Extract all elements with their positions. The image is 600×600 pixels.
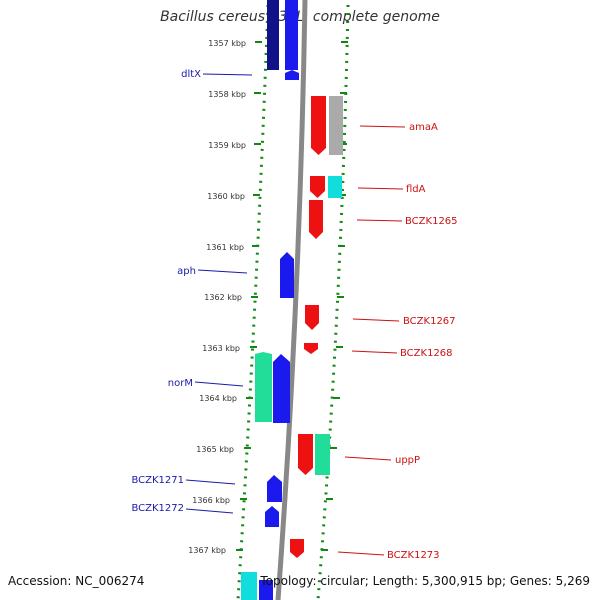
scale-label: 1363 kbp <box>202 344 240 353</box>
leader-line <box>197 269 248 274</box>
gene-feature-BCZK1265[interactable] <box>309 200 323 239</box>
gene-label-fldA[interactable]: fldA <box>406 184 426 195</box>
scale-label: 1358 kbp <box>208 90 246 99</box>
scale-labels: 1357 kbp 1358 kbp 1359 kbp 1360 kbp 1361… <box>188 39 246 555</box>
gene-feature-BCZK1267[interactable] <box>305 305 319 330</box>
gene-feature-norM-teal[interactable] <box>255 352 272 422</box>
gene-feature-dltX[interactable] <box>285 70 299 80</box>
leader-line <box>194 381 244 387</box>
gene-label-dltX[interactable]: dltX <box>181 69 201 80</box>
right-gene-labels: amaA fldA BCZK1265 BCZK1267 BCZK1268 upp… <box>387 122 458 561</box>
leader-line <box>356 219 403 222</box>
genome-backbone <box>275 0 308 600</box>
gene-label-BCZK1268[interactable]: BCZK1268 <box>400 348 453 359</box>
leader-line <box>359 125 406 128</box>
gene-label-BCZK1271[interactable]: BCZK1271 <box>131 475 184 486</box>
forward-genes <box>241 0 299 600</box>
right-scale-dots <box>316 4 350 600</box>
gene-feature-navy[interactable] <box>267 0 279 70</box>
scale-label: 1360 kbp <box>207 192 245 201</box>
leader-line <box>357 187 404 190</box>
scale-label: 1359 kbp <box>208 141 246 150</box>
scale-label: 1361 kbp <box>206 243 244 252</box>
gene-feature-norM[interactable] <box>273 354 290 423</box>
scale-label: 1366 kbp <box>192 496 230 505</box>
gene-feature-uppP-teal[interactable] <box>315 434 330 475</box>
gene-feature-BCZK1268[interactable] <box>304 343 318 354</box>
scale-label: 1357 kbp <box>208 39 246 48</box>
left-leader-lines <box>185 73 253 514</box>
genome-title: Bacillus cereus E33L, complete genome <box>160 9 440 25</box>
leader-line <box>352 318 400 322</box>
accession-text: Accession: NC_006274 <box>8 574 145 588</box>
scale-label: 1367 kbp <box>188 546 226 555</box>
reverse-genes <box>290 96 343 558</box>
gene-feature[interactable] <box>285 0 298 70</box>
gene-feature-fldA[interactable] <box>310 176 325 198</box>
gene-feature-BCZK1273[interactable] <box>290 539 304 558</box>
gene-label-BCZK1265[interactable]: BCZK1265 <box>405 216 458 227</box>
gene-label-BCZK1267[interactable]: BCZK1267 <box>403 316 456 327</box>
gene-label-amaA[interactable]: amaA <box>409 122 438 133</box>
leader-line <box>337 551 385 556</box>
right-leader-lines <box>337 125 406 556</box>
gene-label-aph[interactable]: aph <box>177 266 196 277</box>
gene-feature-bottom-cyan[interactable] <box>241 572 257 600</box>
gene-label-BCZK1272[interactable]: BCZK1272 <box>131 503 184 514</box>
gene-feature-aph[interactable] <box>280 252 294 298</box>
leader-line <box>185 479 236 485</box>
left-gene-labels: dltX aph norM BCZK1271 BCZK1272 <box>131 69 201 514</box>
scale-label: 1362 kbp <box>204 293 242 302</box>
gene-label-uppP[interactable]: uppP <box>395 455 420 466</box>
left-scale-dots <box>236 4 270 600</box>
gene-feature-uppP[interactable] <box>298 434 313 475</box>
scale-label: 1365 kbp <box>196 445 234 454</box>
leader-line <box>344 456 392 461</box>
gene-feature-amaA-grey[interactable] <box>329 96 343 155</box>
gene-label-BCZK1273[interactable]: BCZK1273 <box>387 550 440 561</box>
gene-feature-bottom-blue[interactable] <box>259 580 273 600</box>
gene-feature-fldA-cyan[interactable] <box>328 176 342 198</box>
scale-label: 1364 kbp <box>199 394 237 403</box>
leader-line <box>351 350 398 354</box>
gene-feature-BCZK1271[interactable] <box>267 475 282 502</box>
scale-ticks <box>236 41 348 551</box>
leader-line <box>202 73 253 76</box>
genome-summary-text: Topology: circular; Length: 5,300,915 bp… <box>260 574 590 588</box>
leader-line <box>185 508 234 514</box>
gene-feature-amaA[interactable] <box>311 96 326 155</box>
gene-feature-BCZK1272[interactable] <box>265 506 279 527</box>
gene-label-norM[interactable]: norM <box>168 378 193 389</box>
